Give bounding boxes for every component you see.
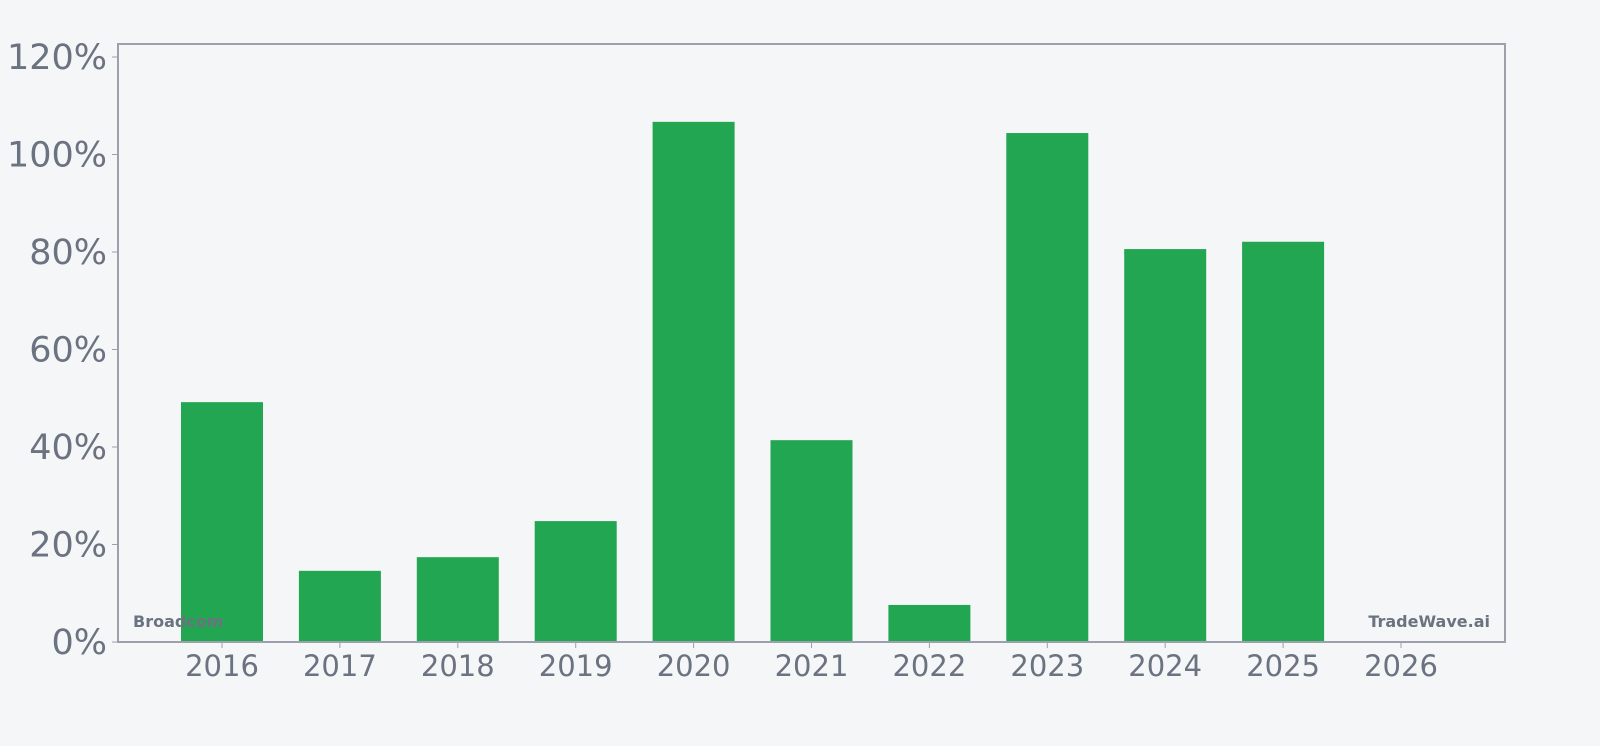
x-tick-label: 2021 xyxy=(775,649,849,683)
x-tick-label: 2024 xyxy=(1128,649,1202,683)
bar-2016 xyxy=(181,402,263,642)
bar-2023 xyxy=(1006,133,1089,643)
x-tick-label: 2016 xyxy=(185,649,259,683)
bar-2024 xyxy=(1124,249,1207,642)
y-tick-label: 120% xyxy=(7,38,107,78)
y-tick-label: 0% xyxy=(51,623,107,663)
bar-2022 xyxy=(888,604,971,642)
x-tick-label: 2020 xyxy=(657,649,731,683)
x-tick-label: 2026 xyxy=(1364,649,1438,683)
x-tick-label: 2018 xyxy=(421,649,495,683)
bar-2019 xyxy=(534,521,617,642)
y-tick-label: 80% xyxy=(29,233,107,273)
bars xyxy=(181,121,1325,643)
bar-2025 xyxy=(1242,241,1325,642)
watermark-left: Broadcom xyxy=(133,612,223,631)
y-tick-label: 100% xyxy=(7,136,107,176)
x-tick-label: 2023 xyxy=(1010,649,1084,683)
bar-2020 xyxy=(652,121,735,642)
x-tick-label: 2022 xyxy=(892,649,966,683)
y-axis: 0% 20% 40% 60% 80% 100% 120% xyxy=(7,38,118,663)
y-tick-label: 60% xyxy=(29,331,107,371)
bar-2021 xyxy=(770,440,853,642)
y-tick-label: 40% xyxy=(29,428,107,468)
x-tick-label: 2025 xyxy=(1246,649,1320,683)
watermark-right: TradeWave.ai xyxy=(1368,612,1490,631)
x-tick-label: 2019 xyxy=(539,649,613,683)
bar-2017 xyxy=(298,570,381,642)
bar-2018 xyxy=(416,557,499,642)
y-tick-label: 20% xyxy=(29,526,107,566)
x-axis: 2016 2017 2018 2019 2020 2021 2022 2023 2024 2025… xyxy=(185,642,1438,683)
x-tick-label: 2017 xyxy=(303,649,377,683)
